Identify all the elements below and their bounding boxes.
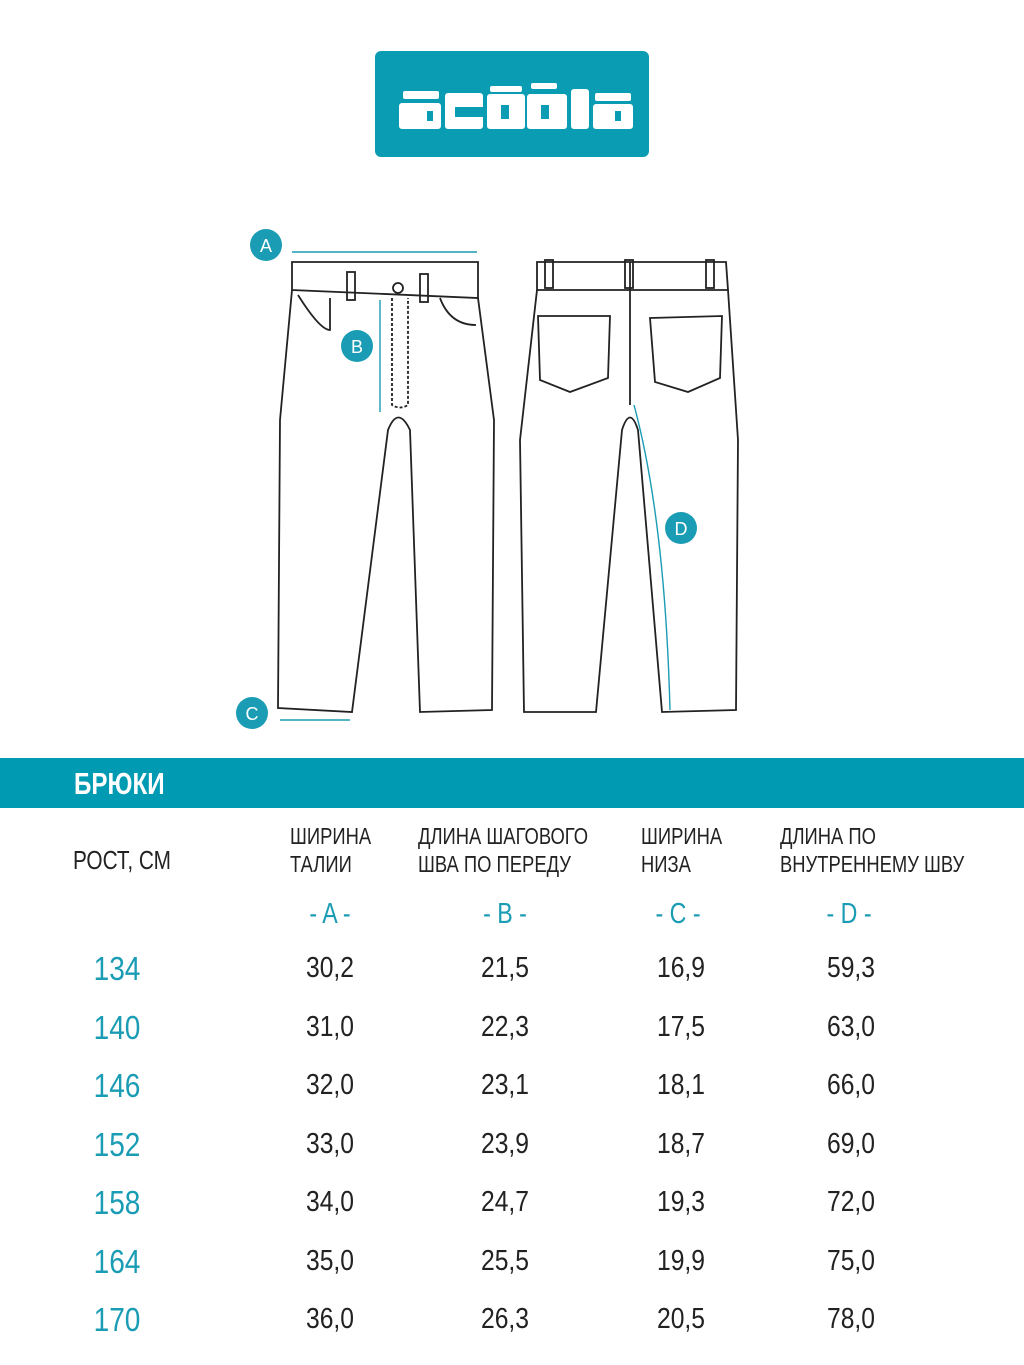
cell-b: 23,1 bbox=[481, 1069, 529, 1101]
table-row: 158 34,0 24,7 19,3 72,0 bbox=[0, 1184, 1024, 1226]
col-letter-a: - A - bbox=[309, 898, 351, 930]
cell-b: 26,3 bbox=[481, 1303, 529, 1335]
cell-a: 32,0 bbox=[306, 1069, 354, 1101]
marker-b bbox=[341, 330, 373, 362]
cell-height: 134 bbox=[93, 950, 141, 987]
cell-a: 34,0 bbox=[306, 1186, 354, 1218]
cell-height: 170 bbox=[93, 1301, 141, 1338]
cell-b: 22,3 bbox=[481, 1010, 529, 1043]
section-banner: БРЮКИ bbox=[0, 758, 1024, 808]
cell-height: 158 bbox=[93, 1184, 141, 1221]
marker-c-label: C bbox=[246, 704, 259, 724]
table-row: 152 33,0 23,9 18,7 69,0 bbox=[0, 1125, 1024, 1168]
cell-height: 146 bbox=[93, 1067, 141, 1104]
marker-a bbox=[250, 229, 282, 261]
section-title: БРЮКИ bbox=[74, 766, 165, 801]
cell-b: 21,5 bbox=[481, 952, 529, 984]
cell-c: 19,3 bbox=[657, 1186, 705, 1218]
table-row: 146 32,0 23,1 18,1 66,0 bbox=[0, 1067, 1024, 1109]
col-letter-b: - B - bbox=[483, 898, 527, 930]
marker-d-label: D bbox=[675, 519, 688, 539]
marker-b-label: B bbox=[351, 337, 363, 357]
cell-d: 66,0 bbox=[827, 1069, 875, 1101]
col-header-b: ДЛИНА ШАГОВОГО ШВА ПО ПЕРЕДУ bbox=[418, 823, 589, 877]
height-header: РОСТ, СМ bbox=[73, 845, 171, 875]
cell-b: 24,7 bbox=[481, 1186, 529, 1218]
cell-height: 152 bbox=[93, 1125, 141, 1163]
cell-c: 18,1 bbox=[657, 1069, 705, 1101]
cell-height: 164 bbox=[93, 1242, 141, 1280]
cell-d: 69,0 bbox=[827, 1127, 875, 1160]
pants-diagram: A B C D bbox=[236, 229, 739, 729]
cell-a: 35,0 bbox=[306, 1244, 354, 1277]
cell-a: 31,0 bbox=[306, 1010, 354, 1043]
table-row: 170 36,0 26,3 20,5 78,0 bbox=[0, 1301, 1024, 1343]
table-row: 134 30,2 21,5 16,9 59,3 bbox=[0, 950, 1024, 992]
cell-d: 63,0 bbox=[827, 1010, 875, 1043]
cell-d: 72,0 bbox=[827, 1186, 875, 1218]
cell-a: 30,2 bbox=[306, 952, 354, 984]
table-row: 140 31,0 22,3 17,5 63,0 bbox=[0, 1008, 1024, 1051]
col-header-c: ШИРИНА НИЗА bbox=[641, 823, 723, 877]
cell-d: 75,0 bbox=[827, 1244, 875, 1277]
cell-c: 17,5 bbox=[657, 1010, 705, 1043]
col-header-d: ДЛИНА ПО ВНУТРЕННЕМУ ШВУ bbox=[780, 823, 965, 877]
col-letter-d: - D - bbox=[826, 898, 872, 930]
cell-b: 23,9 bbox=[481, 1127, 529, 1160]
cell-c: 20,5 bbox=[657, 1303, 705, 1335]
cell-d: 78,0 bbox=[827, 1303, 875, 1335]
marker-c bbox=[236, 697, 268, 729]
acoola-logo bbox=[375, 51, 649, 157]
cell-b: 25,5 bbox=[481, 1244, 529, 1277]
table-row: 164 35,0 25,5 19,9 75,0 bbox=[0, 1242, 1024, 1285]
marker-a-label: A bbox=[260, 236, 272, 256]
cell-c: 16,9 bbox=[657, 952, 705, 984]
cell-a: 33,0 bbox=[306, 1127, 354, 1160]
cell-d: 59,3 bbox=[827, 952, 875, 984]
cell-c: 18,7 bbox=[657, 1127, 705, 1160]
cell-a: 36,0 bbox=[306, 1303, 354, 1335]
col-letter-c: - C - bbox=[655, 898, 701, 930]
cell-c: 19,9 bbox=[657, 1244, 705, 1277]
col-header-a: ШИРИНА ТАЛИИ bbox=[290, 823, 372, 877]
cell-height: 140 bbox=[93, 1008, 141, 1046]
marker-d bbox=[665, 512, 697, 544]
